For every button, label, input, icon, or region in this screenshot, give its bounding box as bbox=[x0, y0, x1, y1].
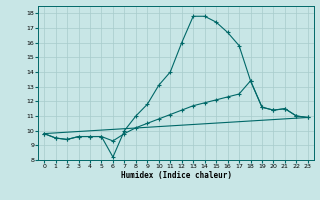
X-axis label: Humidex (Indice chaleur): Humidex (Indice chaleur) bbox=[121, 171, 231, 180]
